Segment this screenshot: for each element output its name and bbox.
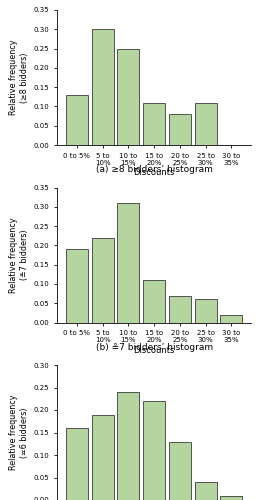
- Bar: [66, 95, 88, 145]
- X-axis label: Discounts: Discounts: [133, 168, 175, 177]
- Bar: [143, 280, 165, 322]
- Bar: [195, 300, 217, 322]
- Bar: [117, 392, 139, 500]
- Y-axis label: Relative frequency
(≥8 bidders): Relative frequency (≥8 bidders): [9, 40, 30, 116]
- Bar: [66, 249, 88, 322]
- Bar: [143, 102, 165, 145]
- Y-axis label: Relative frequency
(≖6 bidders): Relative frequency (≖6 bidders): [9, 395, 30, 470]
- Text: (a) ≥8 bidders’ histogram: (a) ≥8 bidders’ histogram: [96, 165, 213, 174]
- Bar: [117, 48, 139, 145]
- Bar: [220, 315, 242, 322]
- Bar: [117, 203, 139, 322]
- X-axis label: Discounts: Discounts: [133, 346, 175, 355]
- Bar: [169, 296, 191, 322]
- Text: (b) ≗7 bidders’ histogram: (b) ≗7 bidders’ histogram: [96, 342, 213, 351]
- Bar: [143, 401, 165, 500]
- Bar: [92, 238, 113, 322]
- Bar: [195, 482, 217, 500]
- Y-axis label: Relative frequency
(≗7 bidders): Relative frequency (≗7 bidders): [9, 217, 30, 292]
- Bar: [169, 442, 191, 500]
- Bar: [92, 414, 113, 500]
- Bar: [195, 102, 217, 145]
- Bar: [220, 496, 242, 500]
- Bar: [66, 428, 88, 500]
- Bar: [92, 30, 113, 145]
- Bar: [169, 114, 191, 145]
